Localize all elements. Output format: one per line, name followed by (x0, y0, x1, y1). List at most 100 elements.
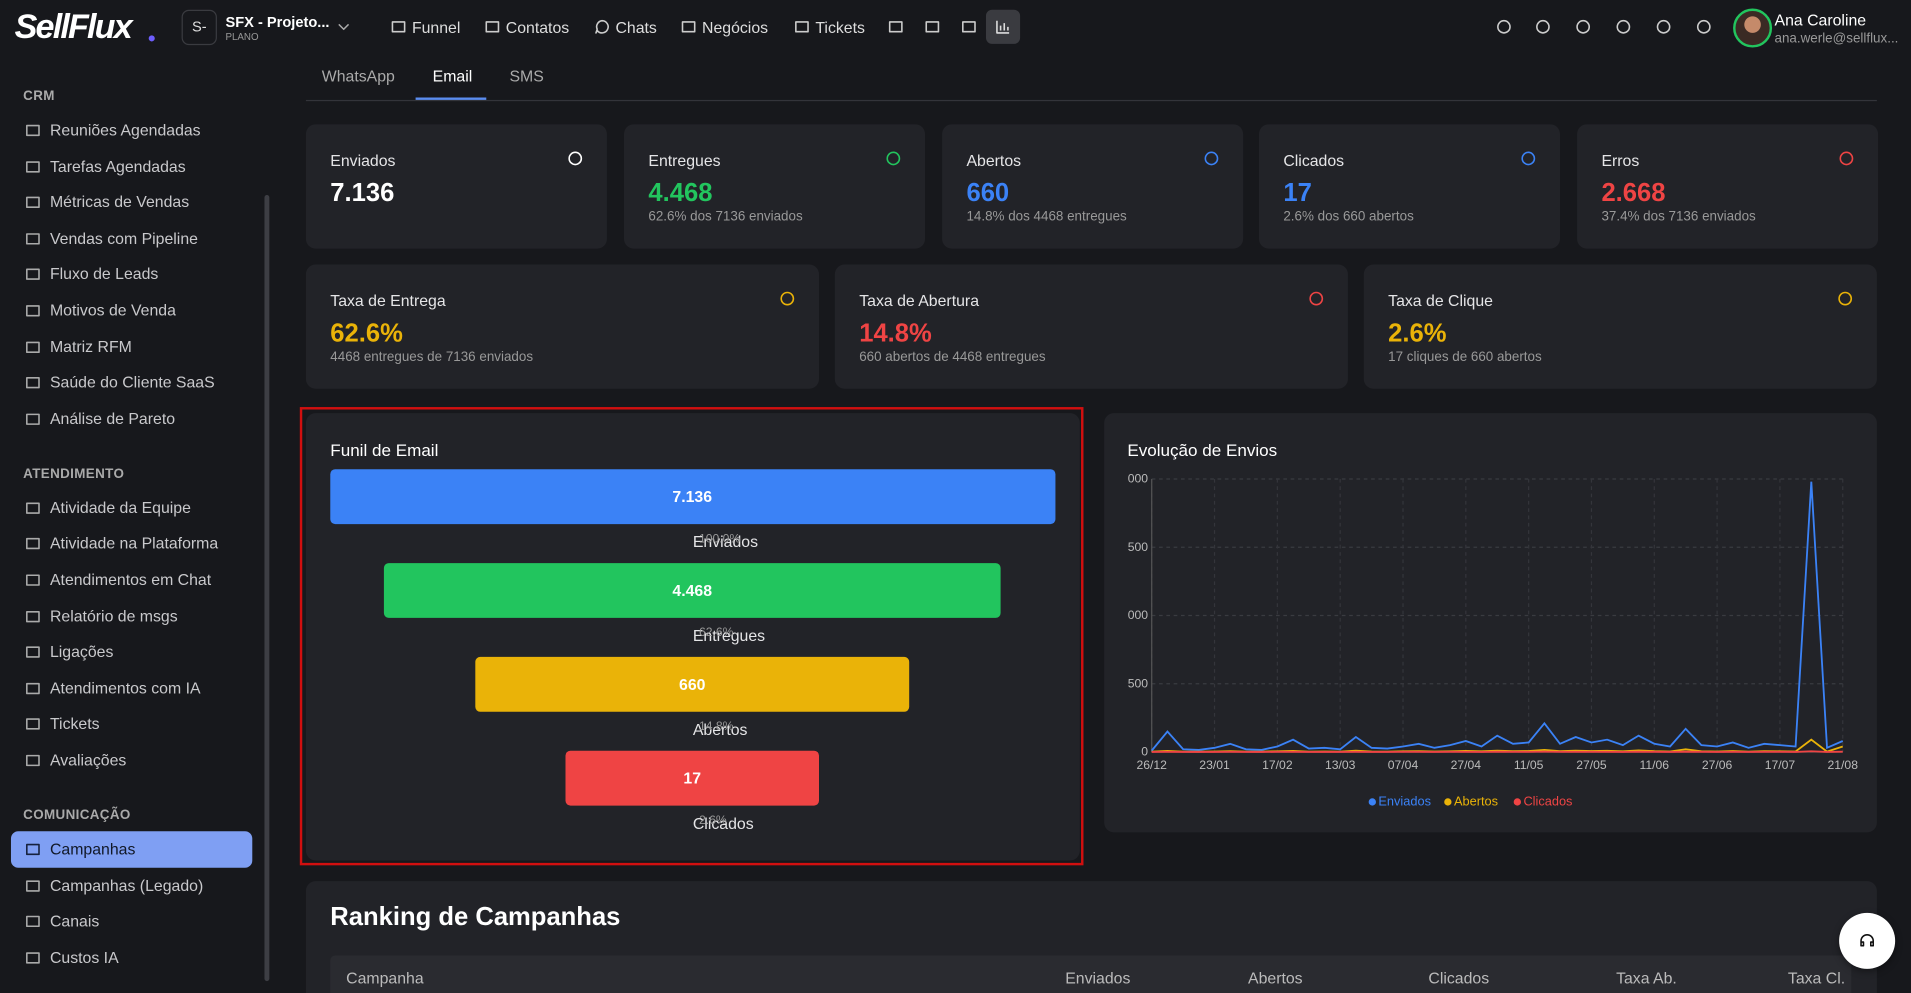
toolbar-icon (1696, 19, 1711, 34)
column-header[interactable]: Campanha (346, 968, 424, 988)
sidebar-item[interactable]: Avaliações (49, 750, 127, 770)
sidebar-icon (26, 196, 40, 209)
sidebar-item[interactable]: Relatório de msgs (49, 606, 178, 625)
sidebar-icon (26, 538, 40, 550)
sidebar-item[interactable]: Fluxo de Leads (49, 264, 159, 284)
nav-icon-button (888, 21, 903, 33)
toolbar-icon (1616, 19, 1631, 34)
nav-item[interactable]: Negócios (702, 18, 769, 37)
sidebar-item[interactable]: Saúde do Cliente SaaS (49, 373, 215, 392)
stat-card: Abertos 660 14.8% dos 4468 entregues (942, 124, 1244, 249)
nav-icon-button (925, 21, 940, 33)
card-subtitle: 14.8% dos 4468 entregues (966, 209, 1127, 225)
sidebar-item[interactable]: Vendas com Pipeline (49, 228, 198, 248)
column-header[interactable]: Taxa Cl. (1787, 968, 1846, 988)
chart-icon (996, 20, 1010, 34)
card-value: 62.6% (330, 319, 403, 348)
funnel-stage-name: Abertos (692, 720, 748, 739)
column-header[interactable]: Clicados (1428, 968, 1490, 988)
sidebar-icon (26, 574, 40, 586)
nav-icon (595, 19, 609, 34)
sidebar-item[interactable]: Tarefas Agendadas (49, 156, 186, 176)
tab[interactable]: SMS (509, 67, 544, 86)
funnel-card: Funil de Email 7.136 Enviados 100.0% 4.468 En… (305, 413, 1080, 861)
sidebar-item-active[interactable] (10, 831, 253, 868)
sidebar-item[interactable]: Atividade na Plataforma (49, 534, 219, 553)
card-icon (1204, 151, 1219, 166)
card-label: Abertos (966, 151, 1022, 170)
project-name[interactable]: SFX - Projeto... (225, 13, 330, 31)
logo: SellFlux (14, 7, 133, 46)
nav-item[interactable]: Funnel (411, 18, 461, 37)
card-label: Taxa de Entrega (330, 291, 446, 310)
sidebar-item[interactable]: Canais (49, 911, 100, 931)
sidebar-item[interactable]: Motivos de Venda (49, 301, 176, 320)
sidebar-item[interactable]: Análise de Pareto (49, 409, 176, 428)
sidebar-item[interactable]: Custos IA (49, 947, 119, 967)
card-icon (886, 151, 901, 166)
tab[interactable]: WhatsApp (321, 67, 395, 86)
avatar[interactable] (1733, 8, 1773, 48)
funnel-stage-percent: 14.8% (698, 720, 734, 734)
funnel-bar: 7.136 (329, 469, 1055, 525)
card-value: 14.8% (859, 319, 932, 348)
stat-card: Taxa de Clique 2.6% 17 cliques de 660 aber… (1363, 264, 1877, 389)
tab-underline (415, 97, 487, 100)
highlight-border (299, 407, 1084, 866)
sidebar-item[interactable]: Atividade da Equipe (49, 498, 191, 517)
sidebar-item[interactable]: Atendimentos em Chat (49, 570, 212, 589)
nav-item[interactable]: Tickets (815, 18, 865, 37)
card-subtitle: 62.6% dos 7136 enviados (648, 209, 803, 225)
card-icon (1309, 291, 1324, 306)
nav-icon (485, 21, 500, 33)
ranking-title: Ranking de Campanhas (330, 903, 621, 932)
sidebar-item[interactable]: Matriz RFM (49, 337, 132, 356)
sidebar-item[interactable]: Atendimentos com IA (49, 678, 201, 697)
nav-item[interactable]: Chats (615, 18, 657, 37)
card-value: 660 (966, 179, 1010, 208)
sidebar-item[interactable]: Campanhas (49, 839, 136, 858)
x-tick-label: 26/12 (1136, 758, 1167, 772)
stat-card: Enviados 7.136 (305, 124, 607, 249)
sidebar-icon (26, 646, 40, 658)
x-tick-label: 17/07 (1765, 758, 1796, 772)
card-label: Taxa de Clique (1388, 291, 1493, 310)
legend-marker (1444, 798, 1452, 806)
project-badge[interactable]: S- (181, 9, 217, 46)
card-icon (1838, 291, 1853, 306)
sidebar-item[interactable]: Métricas de Vendas (49, 192, 190, 212)
toolbar-icon (1497, 19, 1511, 34)
column-header[interactable]: Enviados (1065, 968, 1131, 988)
sidebar-icon (26, 879, 40, 892)
x-tick-label: 27/06 (1702, 758, 1733, 772)
sidebar-icon (26, 269, 40, 281)
card-label: Taxa de Abertura (859, 291, 980, 310)
card-icon (780, 291, 795, 306)
sidebar-item[interactable]: Campanhas (Legado) (49, 875, 204, 895)
toolbar-icon (1576, 19, 1591, 34)
card-icon (1839, 151, 1854, 166)
sidebar-item[interactable]: Tickets (49, 714, 100, 733)
stat-card: Taxa de Entrega 62.6% 4468 entregues de 71… (305, 264, 819, 389)
x-tick-label: 21/08 (1828, 758, 1859, 772)
sidebar-item[interactable]: Ligações (49, 642, 114, 661)
x-tick-label: 07/04 (1388, 758, 1419, 772)
ranking-header (330, 955, 1852, 993)
funnel-bar-label: 7.136 (672, 487, 713, 506)
y-tick-label: 500 (1128, 540, 1149, 554)
nav-active-button[interactable] (985, 9, 1021, 44)
sidebar-item[interactable]: Reuniões Agendadas (49, 120, 201, 139)
column-header[interactable]: Abertos (1248, 968, 1303, 988)
sidebar-icon (26, 377, 40, 389)
tab-divider (305, 99, 1877, 102)
evolution-card: Evolução de Envios 0 500 000 500 000 26/12 23/0… (1104, 413, 1877, 833)
help-button[interactable] (1839, 912, 1896, 969)
sidebar-section-title: COMUNICAÇÃO (23, 808, 131, 823)
funnel-bar: 660 (475, 656, 910, 712)
sidebar-icon (26, 754, 40, 767)
nav-item[interactable]: Contatos (505, 18, 570, 37)
y-tick-label: 0 (1141, 745, 1148, 759)
column-header[interactable]: Taxa Ab. (1616, 968, 1677, 988)
tab[interactable]: Email (432, 67, 473, 86)
